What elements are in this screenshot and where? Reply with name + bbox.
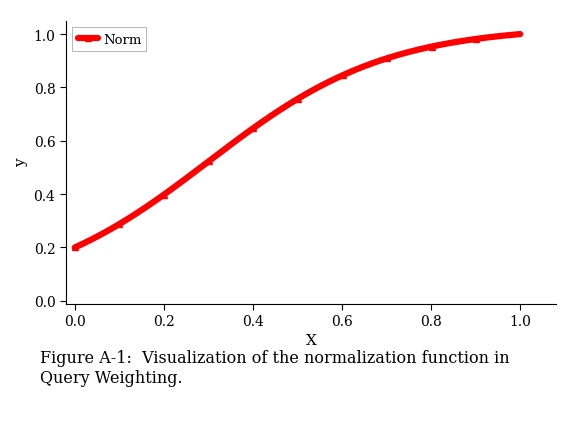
X-axis label: X: X: [305, 334, 316, 348]
Legend: Norm: Norm: [73, 28, 147, 52]
Norm: [285, 102, 292, 108]
Norm: [72, 245, 79, 250]
Norm: [336, 75, 343, 80]
Line: Norm: Norm: [72, 32, 523, 251]
Norm: [506, 33, 513, 39]
Norm: [517, 33, 524, 38]
Norm: [283, 104, 290, 109]
Norm: [312, 87, 319, 92]
Y-axis label: y: y: [14, 158, 28, 167]
Text: Figure A-1:  Visualization of the normalization function in
Query Weighting.: Figure A-1: Visualization of the normali…: [40, 349, 510, 386]
Norm: [437, 43, 444, 49]
